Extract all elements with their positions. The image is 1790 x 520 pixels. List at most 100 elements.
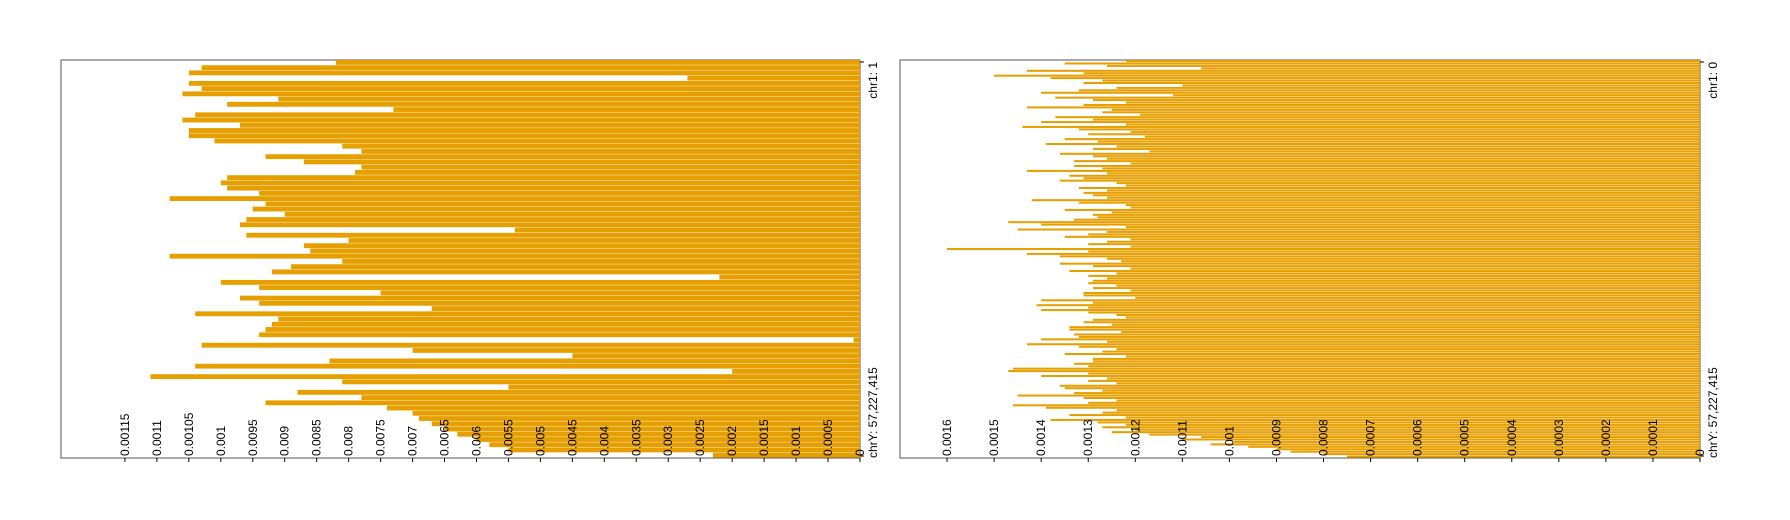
bar — [1201, 436, 1700, 439]
bar — [195, 311, 861, 317]
bar — [1323, 453, 1700, 456]
x-tick-label: 0.0012 — [1128, 419, 1142, 456]
bar — [1125, 416, 1700, 419]
x-tick-label: 0.0013 — [1081, 419, 1095, 456]
bar — [947, 248, 1700, 251]
bar — [508, 384, 860, 390]
bar — [1092, 357, 1700, 360]
bar — [732, 368, 860, 374]
bar — [227, 101, 860, 107]
bar — [1116, 284, 1700, 287]
bar — [1107, 257, 1700, 260]
bar — [1092, 318, 1700, 321]
bar — [1036, 304, 1700, 307]
x-tick-label: 0.0008 — [1317, 419, 1331, 456]
x-tick-label: 0.0009 — [1269, 419, 1283, 456]
bar — [1055, 96, 1700, 99]
bar — [1107, 196, 1700, 199]
bar — [412, 348, 860, 353]
bar — [380, 290, 860, 296]
bar — [271, 269, 860, 275]
bar — [335, 60, 860, 65]
x-tick-label: 0.0015 — [987, 419, 1001, 456]
bar — [1248, 445, 1700, 448]
x-tick-label: 0.001 — [214, 426, 228, 456]
bar — [1064, 235, 1700, 238]
bar — [1045, 143, 1700, 146]
bar — [361, 395, 860, 400]
x-tick-label: 0.008 — [342, 426, 356, 456]
bar — [303, 159, 860, 165]
bar — [239, 122, 861, 128]
bar — [1008, 370, 1700, 373]
x-tick-label: 0.006 — [469, 426, 483, 456]
bar — [297, 389, 860, 395]
bar — [1078, 186, 1700, 190]
bar — [1125, 123, 1700, 126]
bar — [1290, 450, 1700, 453]
bar — [201, 342, 860, 348]
bar — [1107, 340, 1700, 343]
x-tick-label: 0.0006 — [1411, 419, 1425, 456]
bar — [1102, 389, 1700, 392]
x-tick-label: 0.0075 — [374, 419, 388, 456]
bar — [1116, 272, 1700, 275]
bar — [1078, 128, 1700, 131]
bar — [1092, 265, 1700, 268]
bar — [246, 232, 860, 238]
bar — [1092, 99, 1700, 102]
bar — [1182, 438, 1700, 441]
bar — [1088, 372, 1700, 375]
bar — [1041, 299, 1700, 302]
bar — [195, 363, 861, 369]
bar — [1125, 423, 1700, 426]
bar — [1107, 377, 1700, 380]
bar — [1092, 155, 1700, 158]
bar — [1097, 421, 1700, 424]
bar — [1149, 150, 1700, 153]
bar — [1078, 89, 1700, 92]
bar — [1088, 311, 1700, 314]
x-tick-label: 0.0001 — [1646, 419, 1660, 456]
bar — [1102, 111, 1700, 114]
bar — [1130, 162, 1700, 165]
bar — [1083, 396, 1700, 399]
bar — [259, 332, 860, 338]
bar — [1130, 238, 1700, 241]
bar — [252, 206, 860, 212]
x-axis: 0 0.0005 0.001 0.0015 0.002 0.0025 0.003 0.0035… — [118, 412, 867, 462]
bar — [188, 70, 861, 76]
bar — [1130, 267, 1700, 270]
bar — [1088, 379, 1700, 382]
bar — [431, 421, 860, 427]
x-tick-label: 0.0011 — [1175, 420, 1189, 456]
bar — [201, 86, 860, 92]
bar — [1074, 160, 1700, 163]
bar — [1027, 106, 1700, 109]
bar — [393, 107, 860, 112]
bar — [265, 327, 860, 332]
bar — [259, 300, 860, 306]
bar — [1172, 94, 1700, 97]
x-tick-label: 0.0005 — [821, 419, 835, 456]
bar — [195, 112, 861, 118]
bar — [1107, 230, 1700, 233]
bar — [994, 74, 1700, 77]
bar — [1149, 433, 1700, 436]
bar — [1060, 152, 1700, 155]
bar — [1069, 174, 1700, 177]
bar — [1092, 147, 1700, 150]
chart-panel-2: 0 0.0001 0.0002 0.0003 0.0004 0.0005 0.0006 0.0… — [899, 59, 1720, 462]
bar — [361, 149, 860, 154]
bar — [1064, 208, 1700, 211]
region-start-label: chr1: 0 — [1706, 62, 1720, 99]
bar — [1088, 274, 1700, 277]
bar — [1092, 279, 1700, 282]
x-axis: 0 0.0001 0.0002 0.0003 0.0004 0.0005 0.0006 0.0… — [940, 419, 1707, 462]
bar — [342, 143, 860, 149]
bar — [1027, 69, 1700, 72]
bar — [169, 196, 860, 201]
bar — [1074, 362, 1700, 365]
bar — [1083, 191, 1700, 194]
bar — [1116, 399, 1700, 402]
